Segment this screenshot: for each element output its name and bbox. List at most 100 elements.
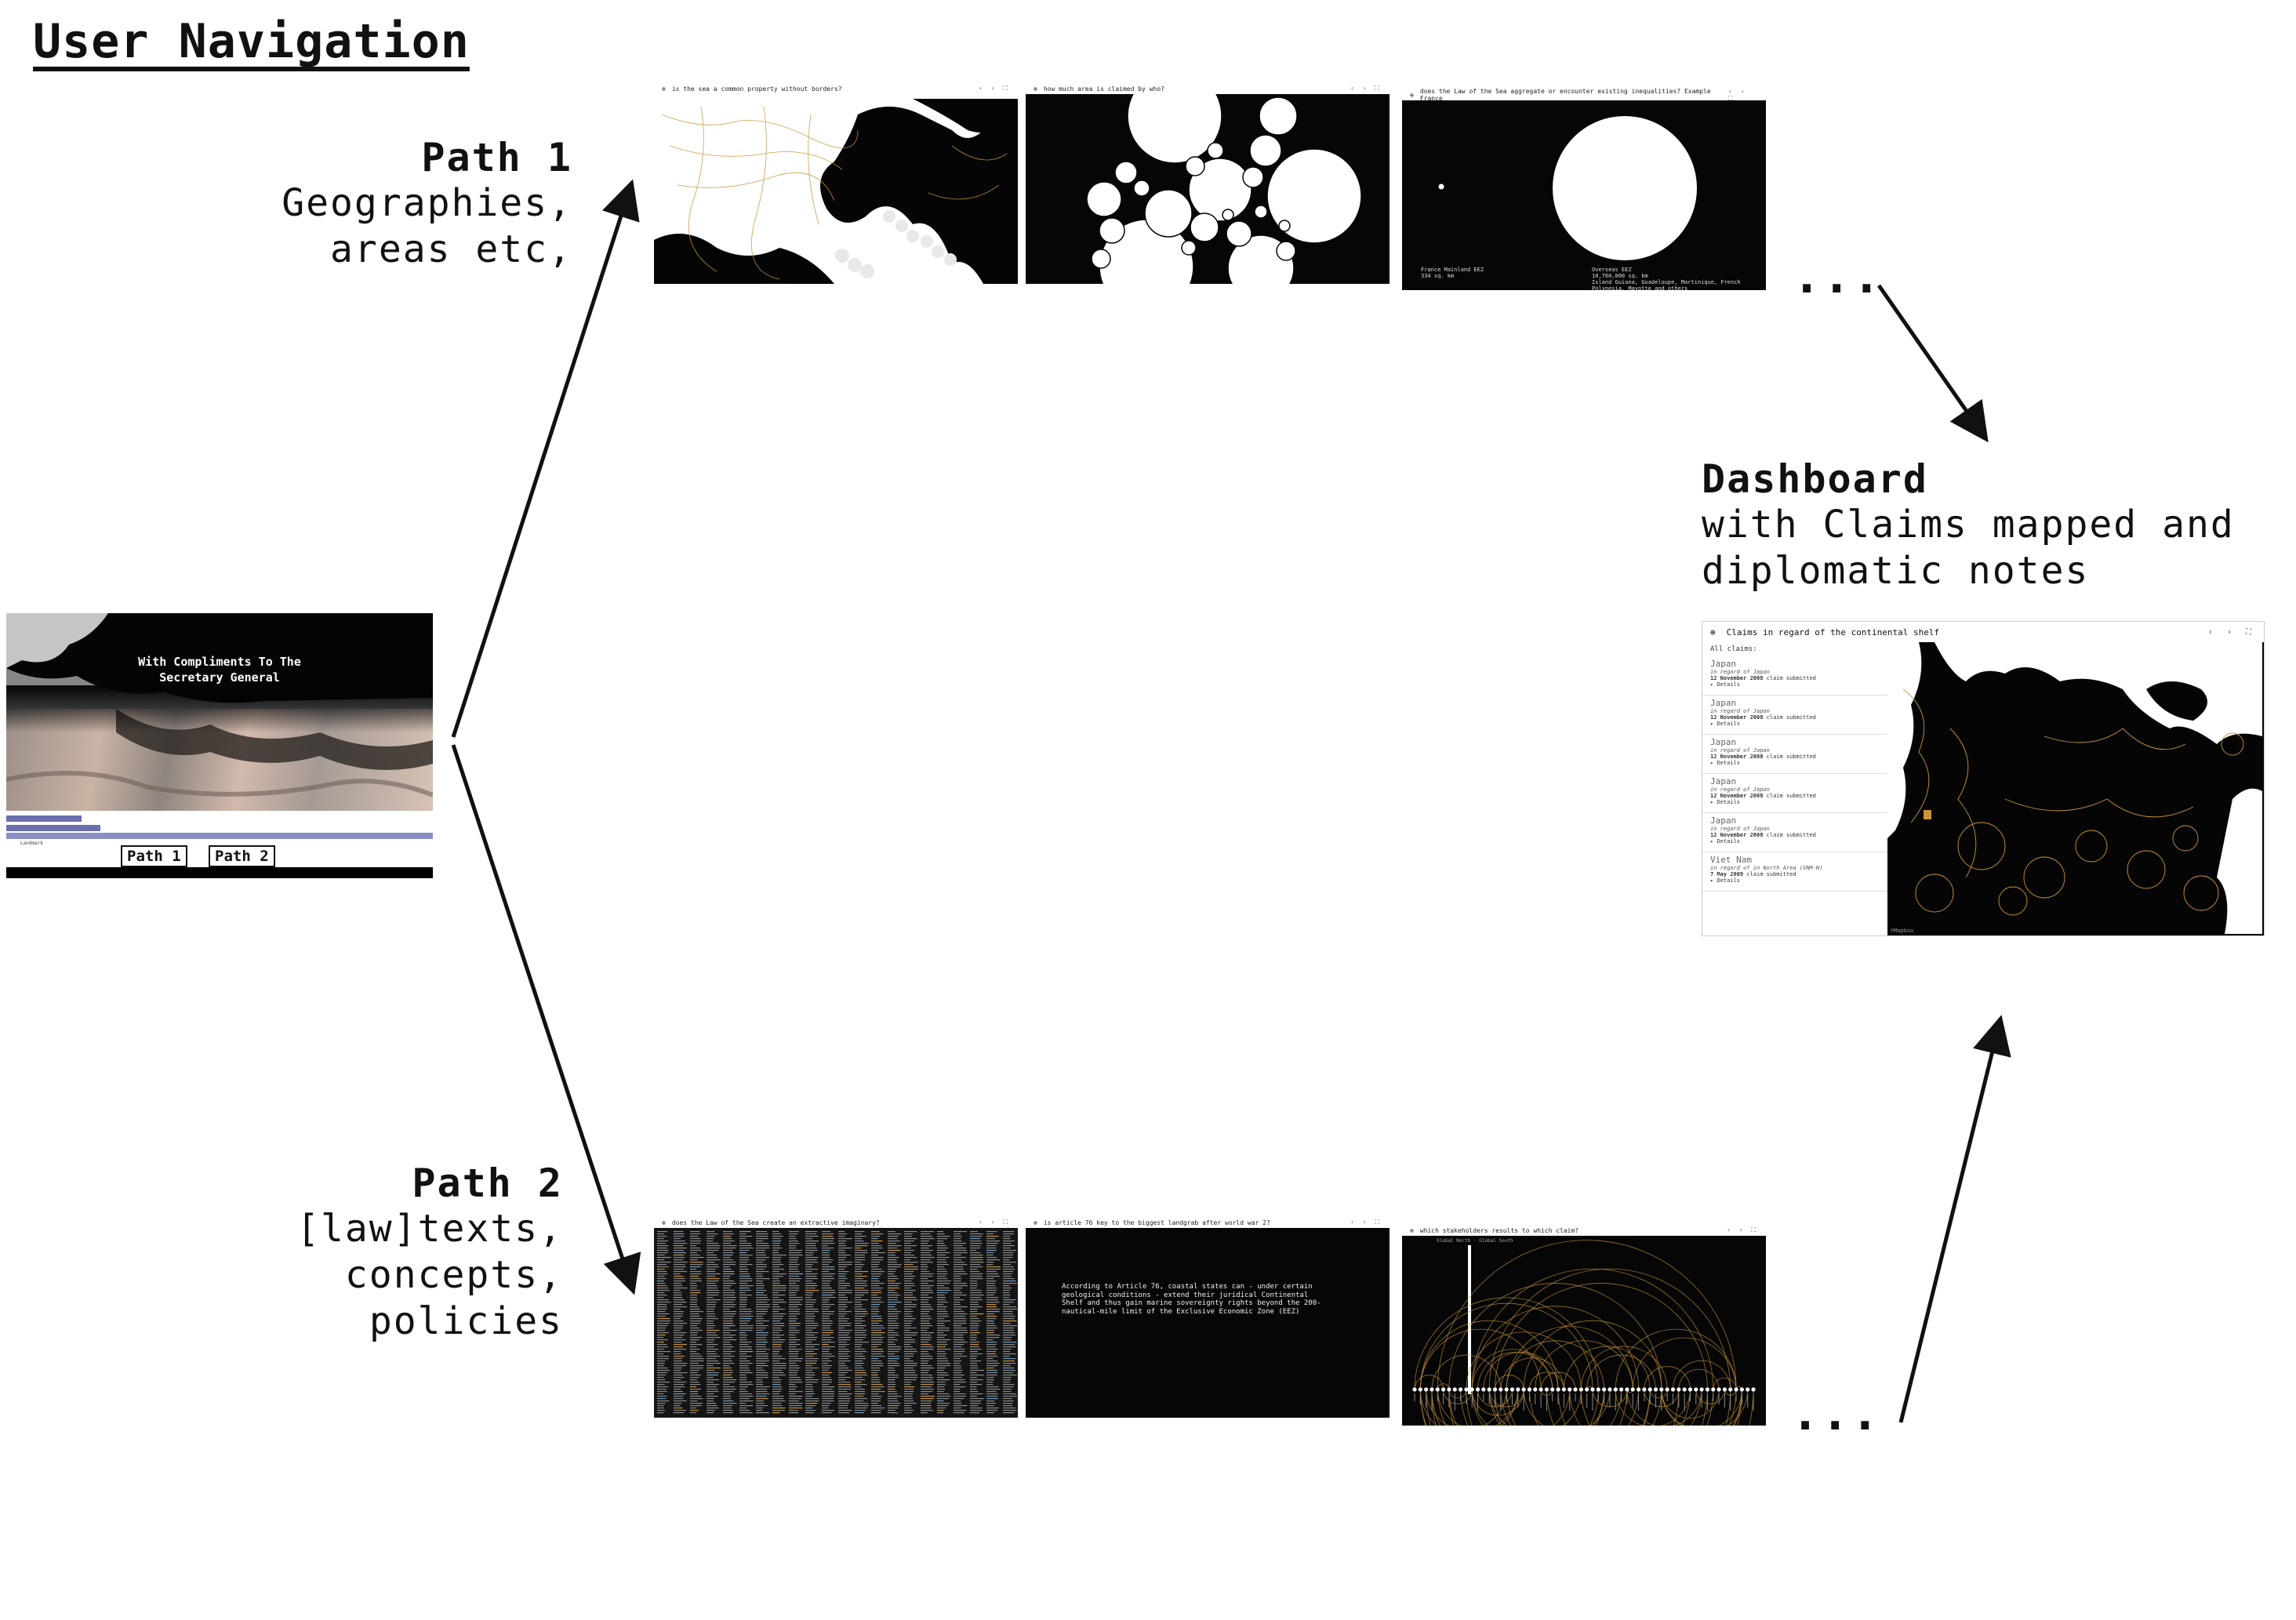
text-line	[822, 1363, 829, 1364]
text-line	[690, 1412, 697, 1414]
menu-icon[interactable]: ⊕	[1034, 85, 1037, 93]
window-controls[interactable]: ‹ › ⛶	[1350, 85, 1382, 92]
text-line	[954, 1278, 962, 1280]
text-line	[871, 1313, 878, 1315]
claim-item[interactable]: Japan in regard of Japan 12 November 2008 …	[1702, 813, 1887, 852]
menu-icon[interactable]: ⊕	[662, 1219, 666, 1226]
text-line	[822, 1332, 834, 1334]
claim-details-toggle[interactable]: ▸ Details	[1710, 877, 1740, 884]
path2-screen-stakeholders[interactable]: ⊕ which stakeholders results to which cla…	[1402, 1220, 1766, 1426]
text-line	[855, 1325, 866, 1327]
window-controls[interactable]: ‹ › ⛶	[979, 85, 1010, 92]
path1-screen-inequalities-france[interactable]: ⊕ does the Law of the Sea aggregate or en…	[1402, 85, 1766, 290]
claim-details-toggle[interactable]: ▸ Details	[1710, 681, 1740, 688]
stakeholder-arc	[1673, 1360, 1731, 1390]
text-line	[789, 1391, 803, 1393]
text-line	[789, 1370, 799, 1371]
text-line	[822, 1233, 834, 1235]
text-line	[855, 1391, 865, 1393]
text-line	[937, 1276, 946, 1277]
text-line	[855, 1379, 866, 1381]
path2-screen-extractive-imaginary[interactable]: ⊕ does the Law of the Sea create an extra…	[654, 1212, 1018, 1418]
text-line	[756, 1313, 766, 1315]
window-controls[interactable]: ‹ › ⛶	[2207, 627, 2256, 637]
stakeholder-arc	[1471, 1306, 1639, 1390]
claim-item[interactable]: Japan in regard of Japan 12 November 2008 …	[1702, 774, 1887, 813]
text-line	[690, 1292, 701, 1294]
window-controls[interactable]: ‹ › ⛶	[1727, 1226, 1758, 1233]
text-line	[1003, 1306, 1016, 1308]
text-line	[871, 1346, 878, 1348]
text-line	[855, 1377, 863, 1378]
menu-icon[interactable]: ⊕	[1410, 1226, 1414, 1234]
stakeholder-label	[1638, 1393, 1640, 1411]
path1-screen-area-claims[interactable]: ⊕ how much area is claimed by who? ‹ › ⛶	[1026, 78, 1390, 284]
path2-screen-article-76[interactable]: ⊕ is article 76 key to the biggest landgr…	[1026, 1212, 1390, 1418]
claim-details-toggle[interactable]: ▸ Details	[1710, 721, 1740, 727]
text-line	[690, 1266, 701, 1268]
text-line	[937, 1351, 945, 1353]
text-line	[805, 1403, 818, 1404]
claim-details-toggle[interactable]: ▸ Details	[1710, 799, 1740, 805]
text-line	[954, 1292, 963, 1294]
text-line	[789, 1304, 802, 1306]
text-line	[690, 1259, 698, 1261]
text-line	[986, 1323, 995, 1324]
claim-item[interactable]: Japan in regard of Japan 12 November 2008 …	[1702, 696, 1887, 735]
text-line	[657, 1358, 669, 1360]
text-line	[871, 1372, 878, 1374]
menu-icon[interactable]: ⊕	[1710, 627, 1716, 637]
landing-path2-button[interactable]: Path 2	[209, 845, 275, 867]
text-line	[1003, 1243, 1012, 1244]
stakeholder-node	[1585, 1387, 1589, 1392]
text-line	[871, 1391, 885, 1393]
path1-screen-sea-borders[interactable]: ⊕ is the sea a common property without bo…	[654, 78, 1018, 284]
text-line	[772, 1250, 779, 1251]
text-line	[904, 1252, 911, 1254]
window-controls[interactable]: ‹ › ⛶	[1728, 87, 1747, 102]
text-line	[954, 1405, 968, 1407]
text-line	[707, 1243, 719, 1244]
text-line	[937, 1316, 950, 1317]
stakeholder-node	[1424, 1387, 1429, 1392]
text-line	[970, 1377, 977, 1378]
landing-path1-button[interactable]: Path 1	[121, 845, 187, 867]
text-line	[904, 1306, 917, 1308]
text-line	[855, 1266, 863, 1268]
text-line	[937, 1346, 946, 1348]
text-line	[674, 1353, 681, 1355]
text-line	[789, 1377, 801, 1378]
arc-tab[interactable]: Global North · Global South	[1437, 1238, 1513, 1244]
text-line	[855, 1339, 863, 1341]
claim-details-toggle[interactable]: ▸ Details	[1710, 838, 1740, 845]
text-line	[954, 1318, 967, 1320]
text-line	[904, 1259, 911, 1261]
text-line	[921, 1363, 928, 1364]
menu-icon[interactable]: ⊕	[1034, 1219, 1037, 1226]
text-line	[756, 1344, 766, 1346]
text-line	[690, 1271, 702, 1273]
text-line	[772, 1379, 782, 1381]
text-line	[888, 1412, 898, 1414]
text-line	[970, 1271, 980, 1273]
claim-details-toggle[interactable]: ▸ Details	[1710, 760, 1740, 766]
text-line	[986, 1250, 997, 1251]
claim-item[interactable]: Japan in regard of Japan 12 November 2008 …	[1702, 735, 1887, 774]
text-line	[772, 1330, 783, 1331]
window-controls[interactable]: ‹ › ⛶	[1350, 1219, 1382, 1226]
mainland-circle	[1438, 183, 1444, 190]
text-line	[674, 1280, 685, 1282]
claim-item[interactable]: Japan in regard of Japan 12 November 2008 …	[1702, 656, 1887, 696]
stakeholder-label	[1597, 1393, 1599, 1401]
window-controls[interactable]: ‹ › ⛶	[979, 1219, 1010, 1226]
menu-icon[interactable]: ⊕	[662, 85, 666, 93]
text-line	[739, 1285, 754, 1287]
stakeholder-node	[1533, 1387, 1538, 1392]
claim-item[interactable]: Viet Nam in regard of in North Area (VNM-…	[1702, 852, 1887, 892]
text-line	[657, 1306, 667, 1308]
text-line	[739, 1358, 747, 1360]
text-line	[855, 1403, 869, 1404]
claims-map[interactable]: ©Mapbox	[1887, 642, 2264, 935]
text-line	[723, 1332, 731, 1334]
menu-icon[interactable]: ⊕	[1410, 91, 1414, 99]
